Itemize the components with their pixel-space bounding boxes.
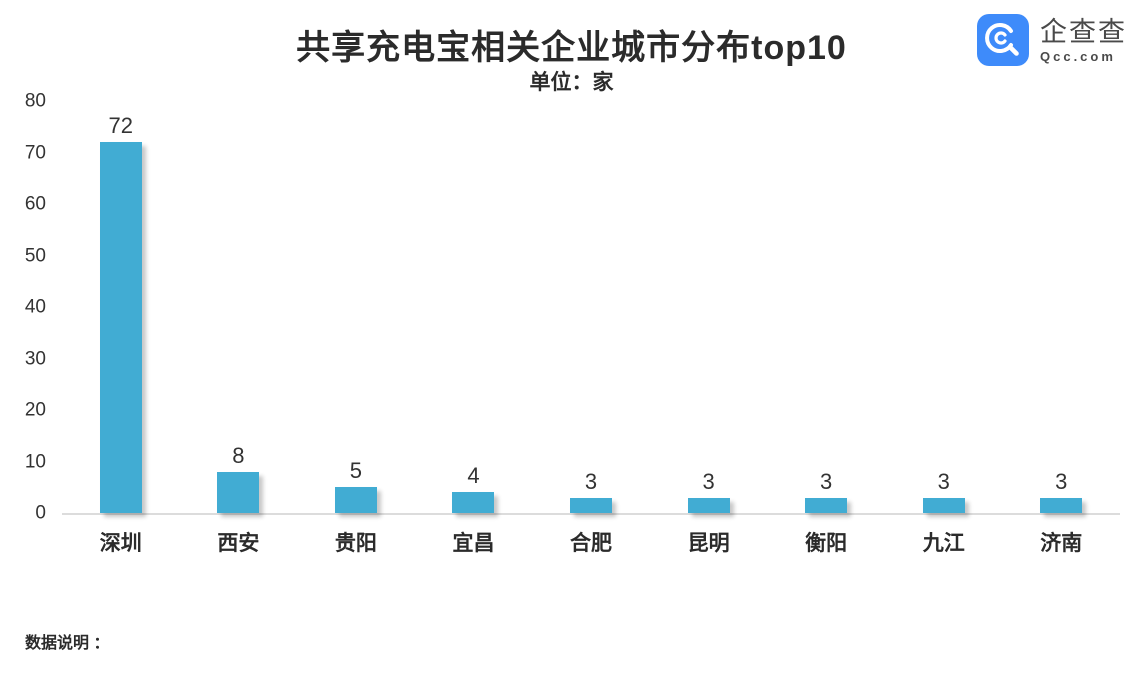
bar [570,497,613,513]
bar-column: 72 [62,101,180,513]
x-category-label: 合肥 [570,532,613,555]
qcc-magnifier-icon [977,14,1029,66]
data-notes: 数据说明 ： 1、仅统计关键词为“共享充电宝”的在业存续企业 2、统计时间 20… [25,576,374,677]
bar-value-label: 3 [820,468,833,494]
y-tick-label: 70 [24,142,46,163]
qcc-logo: 企查查 Qcc.com [977,14,1127,66]
x-category-label: 宜昌 [452,532,495,555]
bar [687,497,730,513]
y-axis: 0 10 20 30 40 50 60 70 80 [0,92,46,523]
bar-column: 5 [297,101,415,513]
y-tick-label: 40 [24,296,46,318]
bar [922,497,965,513]
chart-title: 共享充电宝相关企业城市分布top10 [296,29,847,67]
bar-column: 8 [180,101,298,513]
qcc-logo-name: 企查查 [1040,16,1127,47]
y-tick-label: 30 [24,348,46,369]
chart-subtitle: 单位：家 [529,71,614,94]
bar-column: 3 [1003,101,1121,513]
x-axis: 深圳 西安 贵阳 宜昌 合肥 昆明 衡阳 九江 济南 [62,527,1120,557]
bar [1040,497,1083,513]
qcc-logo-domain: Qcc.com [1040,48,1116,64]
bar-column: 3 [885,101,1003,513]
bar [99,142,142,513]
bar-value-label: 3 [584,468,598,494]
bar [334,487,377,513]
x-category-label: 贵阳 [334,532,377,555]
y-tick-label: 10 [24,451,46,472]
bar-value-label: 4 [467,463,480,489]
qcc-logo-text: 企查查 Qcc.com [1040,17,1127,64]
bar [805,497,848,513]
x-category-label: 西安 [217,532,260,555]
bar [452,492,495,513]
y-tick-label: 60 [24,193,46,215]
x-category-label: 衡阳 [805,532,848,555]
x-category-label: 九江 [922,532,965,555]
bar-column: 4 [415,101,533,513]
bar-column: 3 [650,101,768,513]
bar-value-label: 3 [702,468,715,494]
x-category-label: 昆明 [687,532,730,555]
y-tick-label: 50 [24,245,46,266]
bar-value-label: 8 [232,442,245,468]
y-tick-label: 0 [35,502,46,524]
bar-column: 3 [532,101,650,513]
y-tick-label: 80 [24,90,46,112]
bar-column: 3 [767,101,885,513]
bar [217,471,260,513]
bar-value-label: 72 [108,113,134,139]
bar-value-label: 3 [1055,468,1068,494]
plot-area: 72 8 5 4 3 3 3 3 3 [62,101,1120,515]
x-category-label: 深圳 [99,532,142,555]
bar-value-label: 5 [349,458,363,484]
bar-value-label: 3 [937,468,950,494]
data-note-line: 数据说明 ： [25,635,110,652]
x-category-label: 济南 [1040,532,1083,555]
y-tick-label: 20 [24,399,46,421]
